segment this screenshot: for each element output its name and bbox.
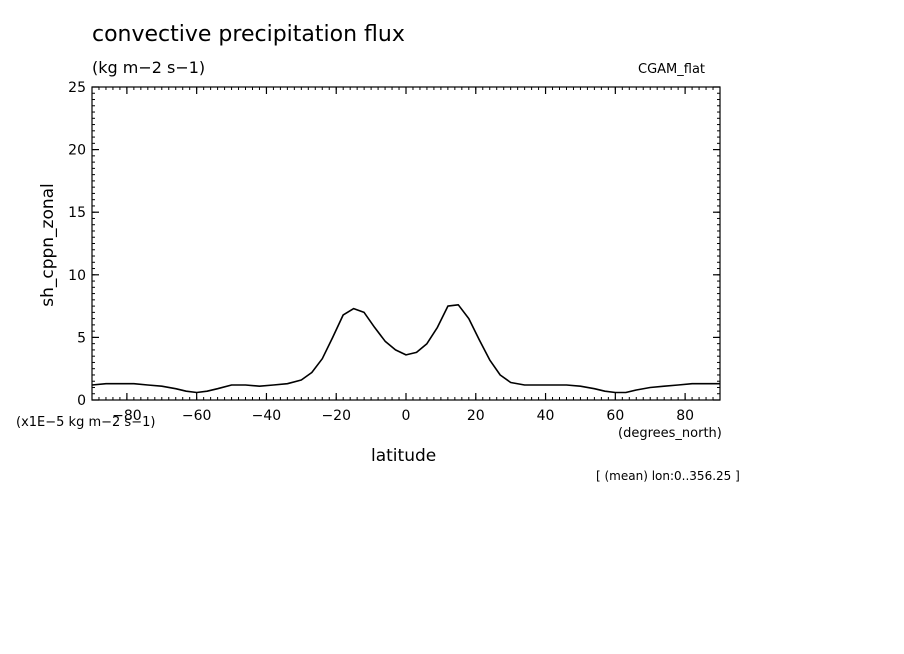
x-tick-label: 20 — [467, 408, 485, 424]
y-tick-label: 20 — [68, 143, 86, 159]
minor-ticks — [92, 87, 720, 400]
x-tick-label: 80 — [676, 408, 694, 424]
y-tick-label: 25 — [68, 80, 86, 96]
subset-note: [ (mean) lon:0..356.25 ] — [596, 469, 740, 483]
x-tick-label: −60 — [182, 408, 212, 424]
tick-labels: −80 −60 −40 −20 0 20 40 60 80 0 5 10 15 20 25 — [68, 80, 694, 424]
y-scale-note: (x1E−5 kg m−2 s−1) — [16, 415, 156, 430]
y-tick-label: 15 — [68, 205, 86, 221]
x-axis-label: latitude — [371, 446, 437, 466]
x-tick-label: 0 — [402, 408, 411, 424]
x-tick-label: −20 — [321, 408, 351, 424]
x-tick-label: 40 — [537, 408, 555, 424]
plot-frame — [91, 86, 721, 401]
chart-title: convective precipitation flux — [92, 22, 405, 47]
major-ticks — [92, 86, 720, 401]
series-line — [91, 303, 720, 394]
y-tick-label: 10 — [68, 268, 86, 284]
chart-units: (kg m−2 s−1) — [92, 58, 206, 77]
y-tick-label: 5 — [77, 330, 86, 346]
x-axis-units: (degrees_north) — [618, 426, 722, 441]
series-layer — [91, 303, 720, 394]
x-tick-label: −80 — [112, 408, 142, 424]
dataset-label: CGAM_flat — [638, 62, 706, 77]
y-tick-label: 0 — [77, 393, 86, 409]
x-tick-label: 60 — [606, 408, 624, 424]
x-tick-label: −40 — [252, 408, 282, 424]
